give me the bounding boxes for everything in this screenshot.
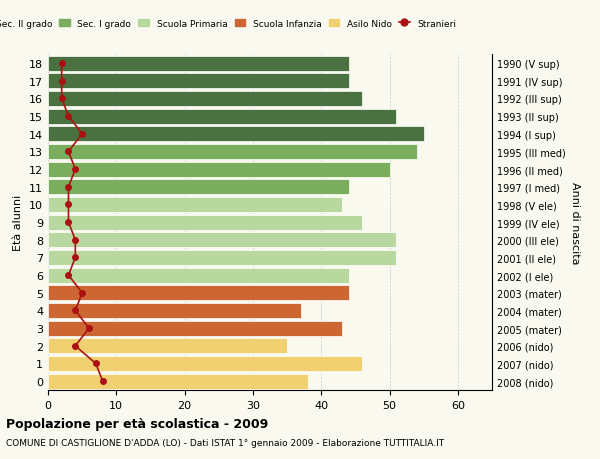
Bar	[48, 215, 362, 230]
Bar	[48, 339, 287, 353]
Bar	[48, 56, 349, 72]
Bar	[48, 268, 349, 283]
Bar	[48, 109, 397, 124]
Bar	[48, 197, 342, 213]
Bar	[48, 145, 417, 160]
Y-axis label: Anni di nascita: Anni di nascita	[569, 181, 580, 264]
Bar	[48, 127, 424, 142]
Bar	[48, 162, 389, 177]
Bar	[48, 180, 349, 195]
Text: COMUNE DI CASTIGLIONE D'ADDA (LO) - Dati ISTAT 1° gennaio 2009 - Elaborazione TU: COMUNE DI CASTIGLIONE D'ADDA (LO) - Dati…	[6, 438, 444, 447]
Bar	[48, 356, 362, 371]
Bar	[48, 251, 397, 265]
Bar	[48, 285, 349, 301]
Bar	[48, 92, 362, 106]
Bar	[48, 321, 342, 336]
Legend: Sec. II grado, Sec. I grado, Scuola Primaria, Scuola Infanzia, Asilo Nido, Stran: Sec. II grado, Sec. I grado, Scuola Prim…	[0, 16, 460, 32]
Bar	[48, 74, 349, 89]
Y-axis label: Età alunni: Età alunni	[13, 195, 23, 251]
Text: Popolazione per età scolastica - 2009: Popolazione per età scolastica - 2009	[6, 417, 268, 430]
Bar	[48, 233, 397, 248]
Bar	[48, 303, 301, 318]
Bar	[48, 374, 308, 389]
